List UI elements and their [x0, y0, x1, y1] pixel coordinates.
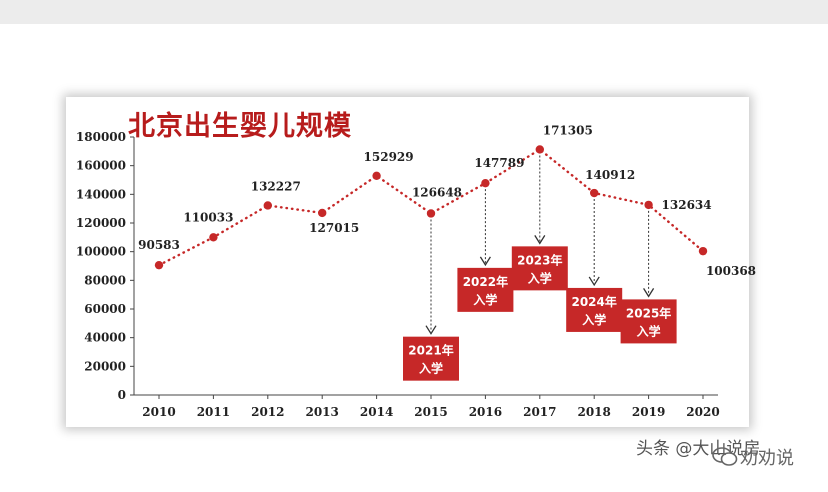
- watermark-account: 劝劝说: [740, 448, 794, 469]
- data-label: 90583: [138, 238, 180, 252]
- enrollment-box-text: 2023年: [517, 252, 562, 267]
- y-axis: 0 20000 40000 60000 80000 100000 120000 140000 1…: [76, 130, 135, 402]
- chart-title: 北京出生婴儿规模: [128, 111, 352, 142]
- data-label: 171305: [543, 123, 593, 137]
- data-label: 132227: [251, 179, 301, 193]
- enrollment-box: [511, 246, 568, 291]
- enrollment-box-text: 入学: [582, 312, 606, 327]
- wechat-icon: [712, 447, 738, 466]
- data-point: [426, 209, 436, 218]
- y-tick-label: 80000: [84, 273, 126, 287]
- arrow-head: [425, 325, 437, 335]
- enrollment-box-text: 2024年: [571, 294, 616, 309]
- enrollment-box-text: 入学: [473, 292, 497, 307]
- data-point: [590, 188, 599, 198]
- x-tick-label: 2016: [469, 405, 502, 419]
- data-label: 140912: [585, 168, 635, 182]
- data-label: 100368: [706, 264, 756, 278]
- enrollment-box: [620, 299, 677, 344]
- x-tick-label: 2017: [523, 405, 556, 419]
- data-point: [263, 201, 272, 210]
- x-tick-label: 2015: [414, 405, 447, 419]
- enrollment-box-text: 入学: [637, 323, 661, 338]
- x-tick-label: 2014: [360, 405, 393, 419]
- enrollment-box-text: 入学: [419, 361, 443, 376]
- arrow-head: [479, 256, 491, 267]
- y-tick-label: 100000: [76, 245, 126, 259]
- enrollment-box: [566, 287, 623, 332]
- y-tick-label: 60000: [84, 302, 126, 316]
- x-tick-label: 2018: [577, 405, 610, 419]
- y-tick-label: 20000: [84, 359, 126, 373]
- enrollment-box-text: 2021年: [408, 343, 453, 358]
- birth-series: [154, 145, 708, 270]
- enrollment-box-text: 2025年: [626, 305, 671, 320]
- data-point: [644, 200, 653, 210]
- y-tick-label: 40000: [84, 331, 126, 345]
- data-label: 132634: [662, 198, 712, 212]
- x-tick-label: 2011: [197, 405, 230, 419]
- x-tick-label: 2012: [251, 405, 284, 419]
- arrow-head: [534, 235, 546, 245]
- y-tick-label: 120000: [76, 216, 126, 230]
- enrollment-box: [457, 267, 514, 312]
- data-label: 110033: [183, 210, 233, 224]
- enrollment-box: [403, 336, 459, 381]
- y-tick-label: 140000: [76, 187, 126, 201]
- data-point: [209, 233, 218, 242]
- data-label: 152929: [364, 150, 414, 164]
- data-point: [698, 246, 708, 256]
- arrow-head: [643, 288, 655, 298]
- data-point: [481, 178, 490, 188]
- top-band: [0, 0, 828, 24]
- data-point: [372, 171, 381, 181]
- x-tick-label: 2019: [632, 405, 665, 419]
- x-tick-label: 2010: [142, 405, 175, 419]
- y-tick-label: 180000: [76, 130, 126, 144]
- data-point: [154, 260, 164, 270]
- data-label: 126648: [412, 185, 462, 199]
- data-label: 127015: [309, 221, 359, 235]
- enrollment-box-text: 2022年: [463, 274, 508, 289]
- arrow-head: [588, 276, 600, 287]
- data-label: 147789: [474, 156, 524, 170]
- x-tick-label: 2013: [305, 405, 338, 419]
- data-point: [318, 208, 327, 218]
- y-tick-label: 160000: [76, 159, 126, 173]
- enrollment-arrows: [425, 155, 655, 335]
- enrollment-box-text: 入学: [528, 270, 552, 285]
- x-axis: 2010 2011 2012 2013 2014 2015 2016 2017 2018 2019…: [134, 394, 720, 419]
- data-point: [535, 145, 544, 154]
- x-tick-label: 2020: [686, 405, 719, 419]
- y-tick-label: 0: [118, 388, 126, 402]
